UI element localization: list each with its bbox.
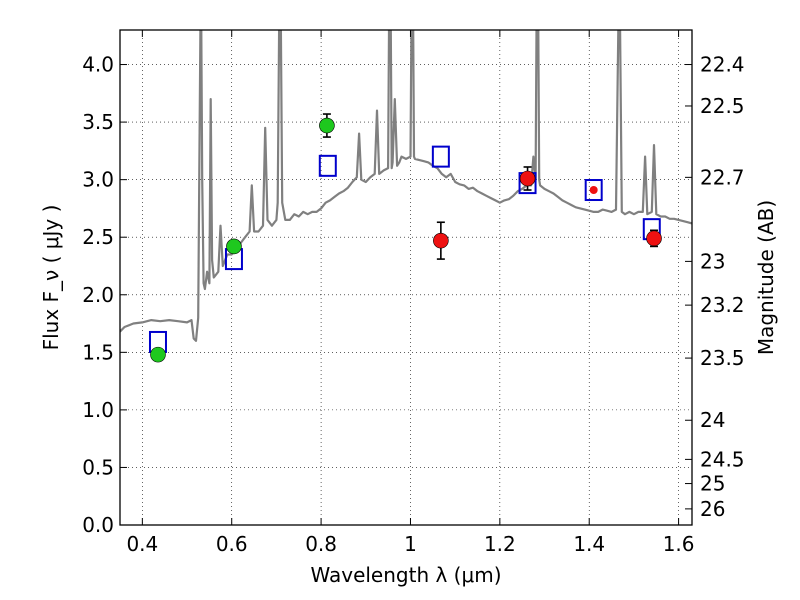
y-tick-label: 1.0: [82, 398, 114, 422]
y2-tick-label: 24.5: [700, 447, 745, 471]
y-tick-label: 0.5: [82, 455, 114, 479]
model-spectrum-line: [120, 30, 692, 342]
y2-tick-label: 23.2: [700, 293, 745, 317]
model-flux-square: [318, 154, 337, 177]
y2-tick-label: 25: [700, 472, 725, 496]
x-tick-label: 0.4: [126, 532, 158, 556]
y-tick-label: 2.5: [82, 225, 114, 249]
plot-frame: [119, 29, 693, 526]
model-flux-square: [584, 179, 603, 202]
observed-flux-point: [226, 238, 242, 255]
x-tick-label: 0.8: [305, 532, 337, 556]
observed-flux-point: [433, 232, 449, 249]
y-axis-title: Flux F_ν ( μJy ): [39, 205, 63, 351]
observed-flux-point: [589, 186, 598, 195]
plot-area: [120, 30, 692, 363]
x-tick-label: 1.2: [484, 532, 516, 556]
x-axis-ticks: 0.4 0.6 0.8 1 1.2 1.4 1.6: [126, 30, 695, 556]
y2-tick-label: 22.5: [700, 94, 745, 118]
observed-flux-point: [319, 117, 335, 134]
x-tick-label: 1: [404, 532, 417, 556]
y-tick-label: 2.0: [82, 283, 114, 307]
model-flux-square: [431, 145, 450, 168]
x-tick-label: 1.6: [663, 532, 695, 556]
y2-tick-label: 22.7: [700, 165, 745, 189]
y2-tick-label: 23: [700, 249, 725, 273]
y-tick-label: 3.0: [82, 168, 114, 192]
y2-tick-label: 24: [700, 408, 725, 432]
y2-tick-label: 26: [700, 497, 725, 521]
observed-flux-point: [519, 170, 536, 187]
y-tick-label: 0.0: [82, 513, 114, 537]
y2-tick-label: 22.4: [700, 53, 745, 77]
y-tick-label: 1.5: [82, 340, 114, 364]
y2-axis-title: Magnitude (AB): [754, 200, 778, 355]
observed-flux-point: [150, 346, 166, 363]
y-tick-label: 3.5: [82, 110, 114, 134]
y-tick-label: 4.0: [82, 53, 114, 77]
y2-tick-label: 23.5: [700, 346, 745, 370]
x-axis-title: Wavelength λ (μm): [310, 563, 501, 587]
y-axis-ticks: 0.0 0.5 1.0 1.5 2.0 2.5 3.0 3.5 4.0: [82, 53, 127, 537]
x-tick-label: 0.6: [216, 532, 248, 556]
x-tick-label: 1.4: [573, 532, 605, 556]
observed-flux-point: [646, 230, 662, 247]
